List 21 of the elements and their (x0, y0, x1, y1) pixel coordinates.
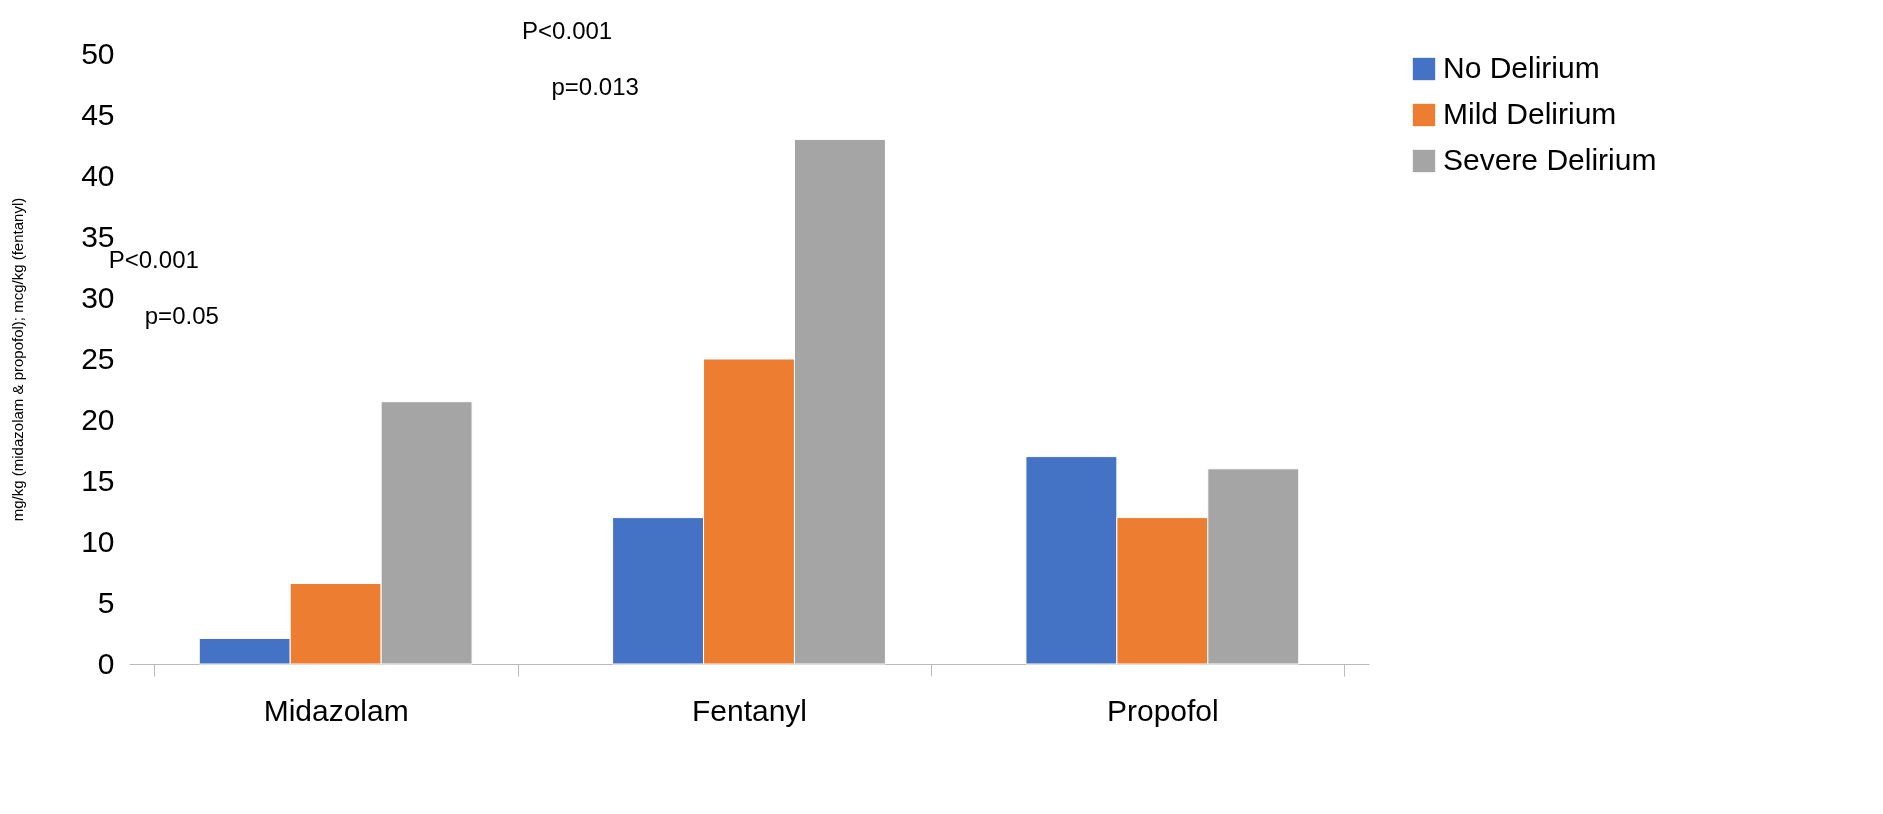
y-tick-label: 45 (81, 97, 115, 131)
y-tick-label: 20 (81, 402, 115, 436)
y-tick-label: 40 (81, 158, 115, 192)
x-tick-label: Midazolam (263, 693, 409, 727)
y-tick-label: 30 (81, 280, 115, 314)
annotation: p=0.05 (144, 302, 219, 330)
annotation: p=0.013 (551, 72, 639, 100)
y-tick-label: 0 (97, 646, 115, 680)
legend-label: No Delirium (1443, 51, 1600, 84)
x-tick-label: Fentanyl (691, 693, 808, 727)
x-tick-label: Propofol (1106, 693, 1219, 727)
text: P<0.001 (522, 17, 613, 44)
legend-label: Mild Delirium (1443, 97, 1617, 130)
legend-label: Severe Delirium (1443, 143, 1657, 176)
y-tick-label: 5 (97, 585, 115, 619)
y-tick-label: 10 (81, 524, 115, 558)
y-tick-label: 25 (81, 341, 115, 375)
y-axis-title: mg/kg (midazolam & propofol); mcg/kg (fentanyl) (9, 197, 27, 522)
annotation: P<0.001 (108, 246, 199, 274)
y-tick-label: 50 (81, 36, 115, 70)
y-tick-label: 15 (81, 463, 115, 497)
